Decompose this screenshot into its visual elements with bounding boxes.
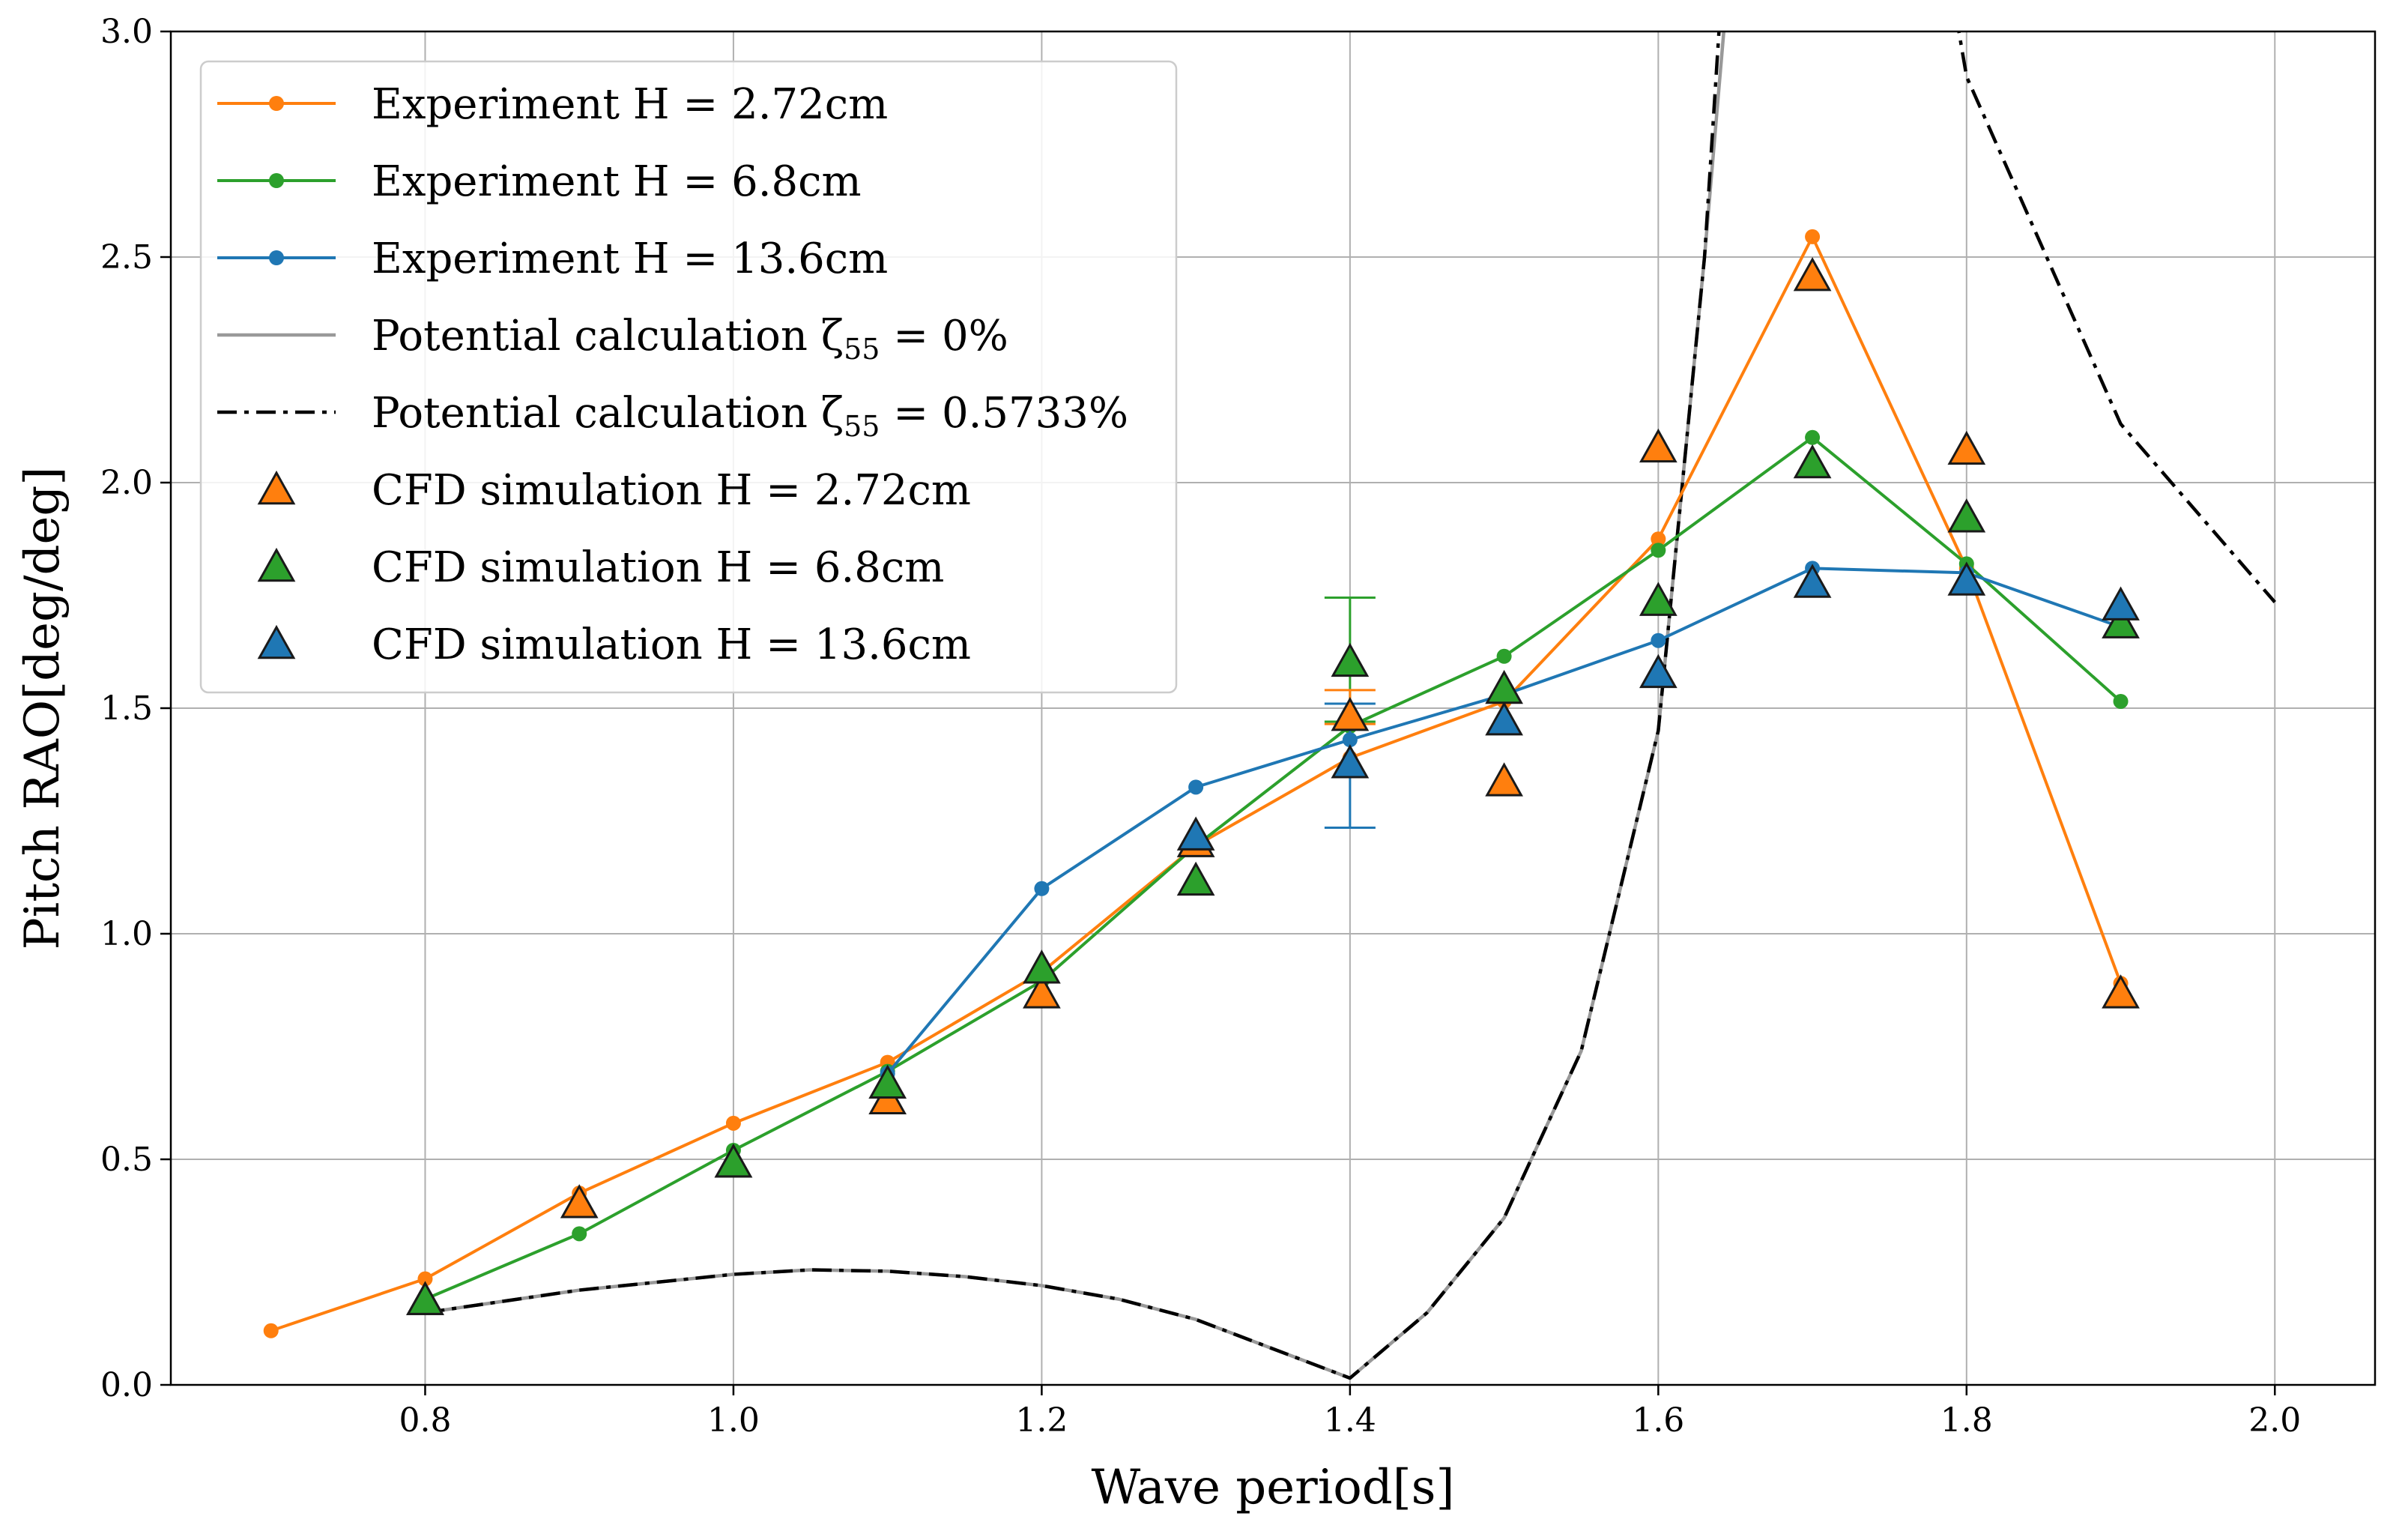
legend-label: Potential calculation ζ55 = 0.5733% xyxy=(372,389,1128,443)
experiment-h-2-72cm-point xyxy=(1651,531,1666,547)
legend-label: Experiment H = 6.8cm xyxy=(372,157,862,206)
experiment-h-13-6cm-point xyxy=(1034,881,1050,896)
legend-label-text: Experiment H = 6.8cm xyxy=(372,157,862,206)
cfd-simulation-h-6-8cm-marker xyxy=(1331,642,1370,677)
legend-label-text: Experiment H = 13.6cm xyxy=(372,235,888,283)
y-tick-label: 0.0 xyxy=(100,1366,153,1404)
experiment-h-13-6cm-legend-point xyxy=(269,250,284,265)
legend-label-text: CFD simulation H = 13.6cm xyxy=(372,620,971,669)
legend-box xyxy=(199,60,1178,694)
cfd-simulation-h-2-72cm-marker xyxy=(560,1184,599,1219)
legend-label-suffix: = 0.5733% xyxy=(880,389,1128,438)
legend-label-subscript: 55 xyxy=(844,410,880,443)
cfd-simulation-h-13-6cm-marker xyxy=(1176,816,1215,851)
legend-label-text: Potential calculation ζ xyxy=(372,312,844,360)
legend-label-suffix: = 0% xyxy=(880,312,1008,360)
legend-label: Potential calculation ζ55 = 0% xyxy=(372,312,1008,366)
cfd-simulation-h-2-72cm-marker xyxy=(1947,430,1986,465)
legend-label-subscript: 55 xyxy=(844,333,880,366)
y-tick-label: 0.5 xyxy=(100,1141,153,1179)
x-tick-label: 2.0 xyxy=(2248,1401,2301,1440)
x-axis-title: Wave period[s] xyxy=(1092,1460,1455,1515)
x-tick-label: 1.2 xyxy=(1015,1401,1068,1440)
cfd-simulation-h-2-72cm-marker xyxy=(2102,974,2140,1009)
experiment-h-6-8cm-point xyxy=(1805,429,1821,445)
cfd-simulation-h-6-8cm-marker xyxy=(714,1143,753,1178)
potential-calculation-55-0-5733-line xyxy=(425,31,2276,1380)
experiment-h-6-8cm-point xyxy=(572,1226,587,1242)
cfd-simulation-h-6-8cm-marker xyxy=(1176,861,1215,896)
legend-label-text: CFD simulation H = 2.72cm xyxy=(372,466,971,515)
legend-label: Experiment H = 13.6cm xyxy=(372,235,888,283)
cfd-simulation-h-6-8cm-marker xyxy=(1639,582,1678,616)
y-tick-label: 1.0 xyxy=(100,915,153,953)
experiment-h-6-8cm-legend-point xyxy=(269,173,284,188)
experiment-h-2-72cm-point xyxy=(417,1271,433,1287)
cfd-simulation-h-13-6cm-marker xyxy=(1331,744,1370,779)
y-tick-label: 1.5 xyxy=(100,689,153,728)
cfd-simulation-h-6-8cm-marker xyxy=(1947,498,1986,533)
experiment-h-13-6cm-point xyxy=(1651,632,1666,648)
x-tick-label: 0.8 xyxy=(399,1401,451,1440)
cfd-simulation-h-6-8cm-marker xyxy=(2102,604,2140,638)
cfd-simulation-h-13-6cm-marker xyxy=(1947,561,1986,596)
cfd-simulation-h-13-6cm-marker xyxy=(1639,653,1678,689)
y-tick-label: 2.5 xyxy=(100,238,153,277)
marker-layer xyxy=(406,257,2140,1315)
experiment-h-6-8cm-line xyxy=(424,435,2122,1301)
experiment-h-13-6cm-point xyxy=(1188,779,1204,795)
experiment-h-2-72cm-point xyxy=(263,1323,279,1338)
cfd-simulation-h-13-6cm-marker xyxy=(1793,564,1832,598)
legend-label: CFD simulation H = 6.8cm xyxy=(372,543,944,592)
experiment-h-6-8cm-point xyxy=(1651,543,1666,558)
cfd-simulation-h-2-72cm-marker xyxy=(1639,428,1678,463)
cfd-simulation-h-6-8cm-marker xyxy=(1793,444,1832,479)
x-tick-label: 1.6 xyxy=(1632,1401,1684,1440)
cfd-simulation-h-2-72cm-marker xyxy=(1485,762,1523,797)
legend-label-text: Experiment H = 2.72cm xyxy=(372,80,888,129)
legend-label-text: CFD simulation H = 6.8cm xyxy=(372,543,944,592)
experiment-h-6-8cm-point xyxy=(2113,693,2129,709)
x-tick-label: 1.8 xyxy=(1940,1401,1993,1440)
cfd-simulation-h-2-72cm-legend-marker xyxy=(257,470,296,505)
legend-label: Experiment H = 2.72cm xyxy=(372,80,888,129)
cfd-simulation-h-6-8cm-legend-marker xyxy=(257,547,296,582)
cfd-simulation-h-6-8cm-marker xyxy=(1023,949,1061,984)
cfd-simulation-h-2-72cm-marker xyxy=(1331,696,1370,731)
experiment-h-2-72cm-legend-point xyxy=(269,96,284,111)
cfd-simulation-h-2-72cm-marker xyxy=(1793,257,1832,292)
legend-label-text: Potential calculation ζ xyxy=(372,389,844,438)
experiment-h-2-72cm-point xyxy=(725,1115,741,1131)
cfd-simulation-h-2-72cm-marker xyxy=(1023,974,1061,1009)
cfd-simulation-h-6-8cm-marker xyxy=(868,1064,907,1099)
experiment-h-2-72cm-point xyxy=(1805,229,1821,244)
x-tick-label: 1.0 xyxy=(707,1401,760,1440)
legend: Experiment H = 2.72cm Experiment H = 6.8c… xyxy=(199,60,1178,694)
legend-label: CFD simulation H = 13.6cm xyxy=(372,620,971,669)
cfd-simulation-h-13-6cm-legend-marker xyxy=(257,624,296,659)
experiment-h-6-8cm-point xyxy=(1496,648,1512,664)
legend-label: CFD simulation H = 2.72cm xyxy=(372,466,971,515)
y-axis-title: Pitch RAO[deg/deg] xyxy=(15,467,70,950)
cfd-simulation-h-13-6cm-marker xyxy=(2102,586,2140,620)
cfd-simulation-h-6-8cm-marker xyxy=(406,1281,444,1315)
axis-ticks: 0.8 1.0 1.2 1.4 1.6 1.8 2.0 0.0 0.5 1.0 1.5 2.0 2.5 3… xyxy=(100,13,2301,1440)
y-tick-label: 3.0 xyxy=(100,13,153,51)
y-tick-label: 2.0 xyxy=(100,464,153,502)
x-tick-label: 1.4 xyxy=(1324,1401,1376,1440)
cfd-simulation-h-13-6cm-marker xyxy=(1485,701,1523,736)
